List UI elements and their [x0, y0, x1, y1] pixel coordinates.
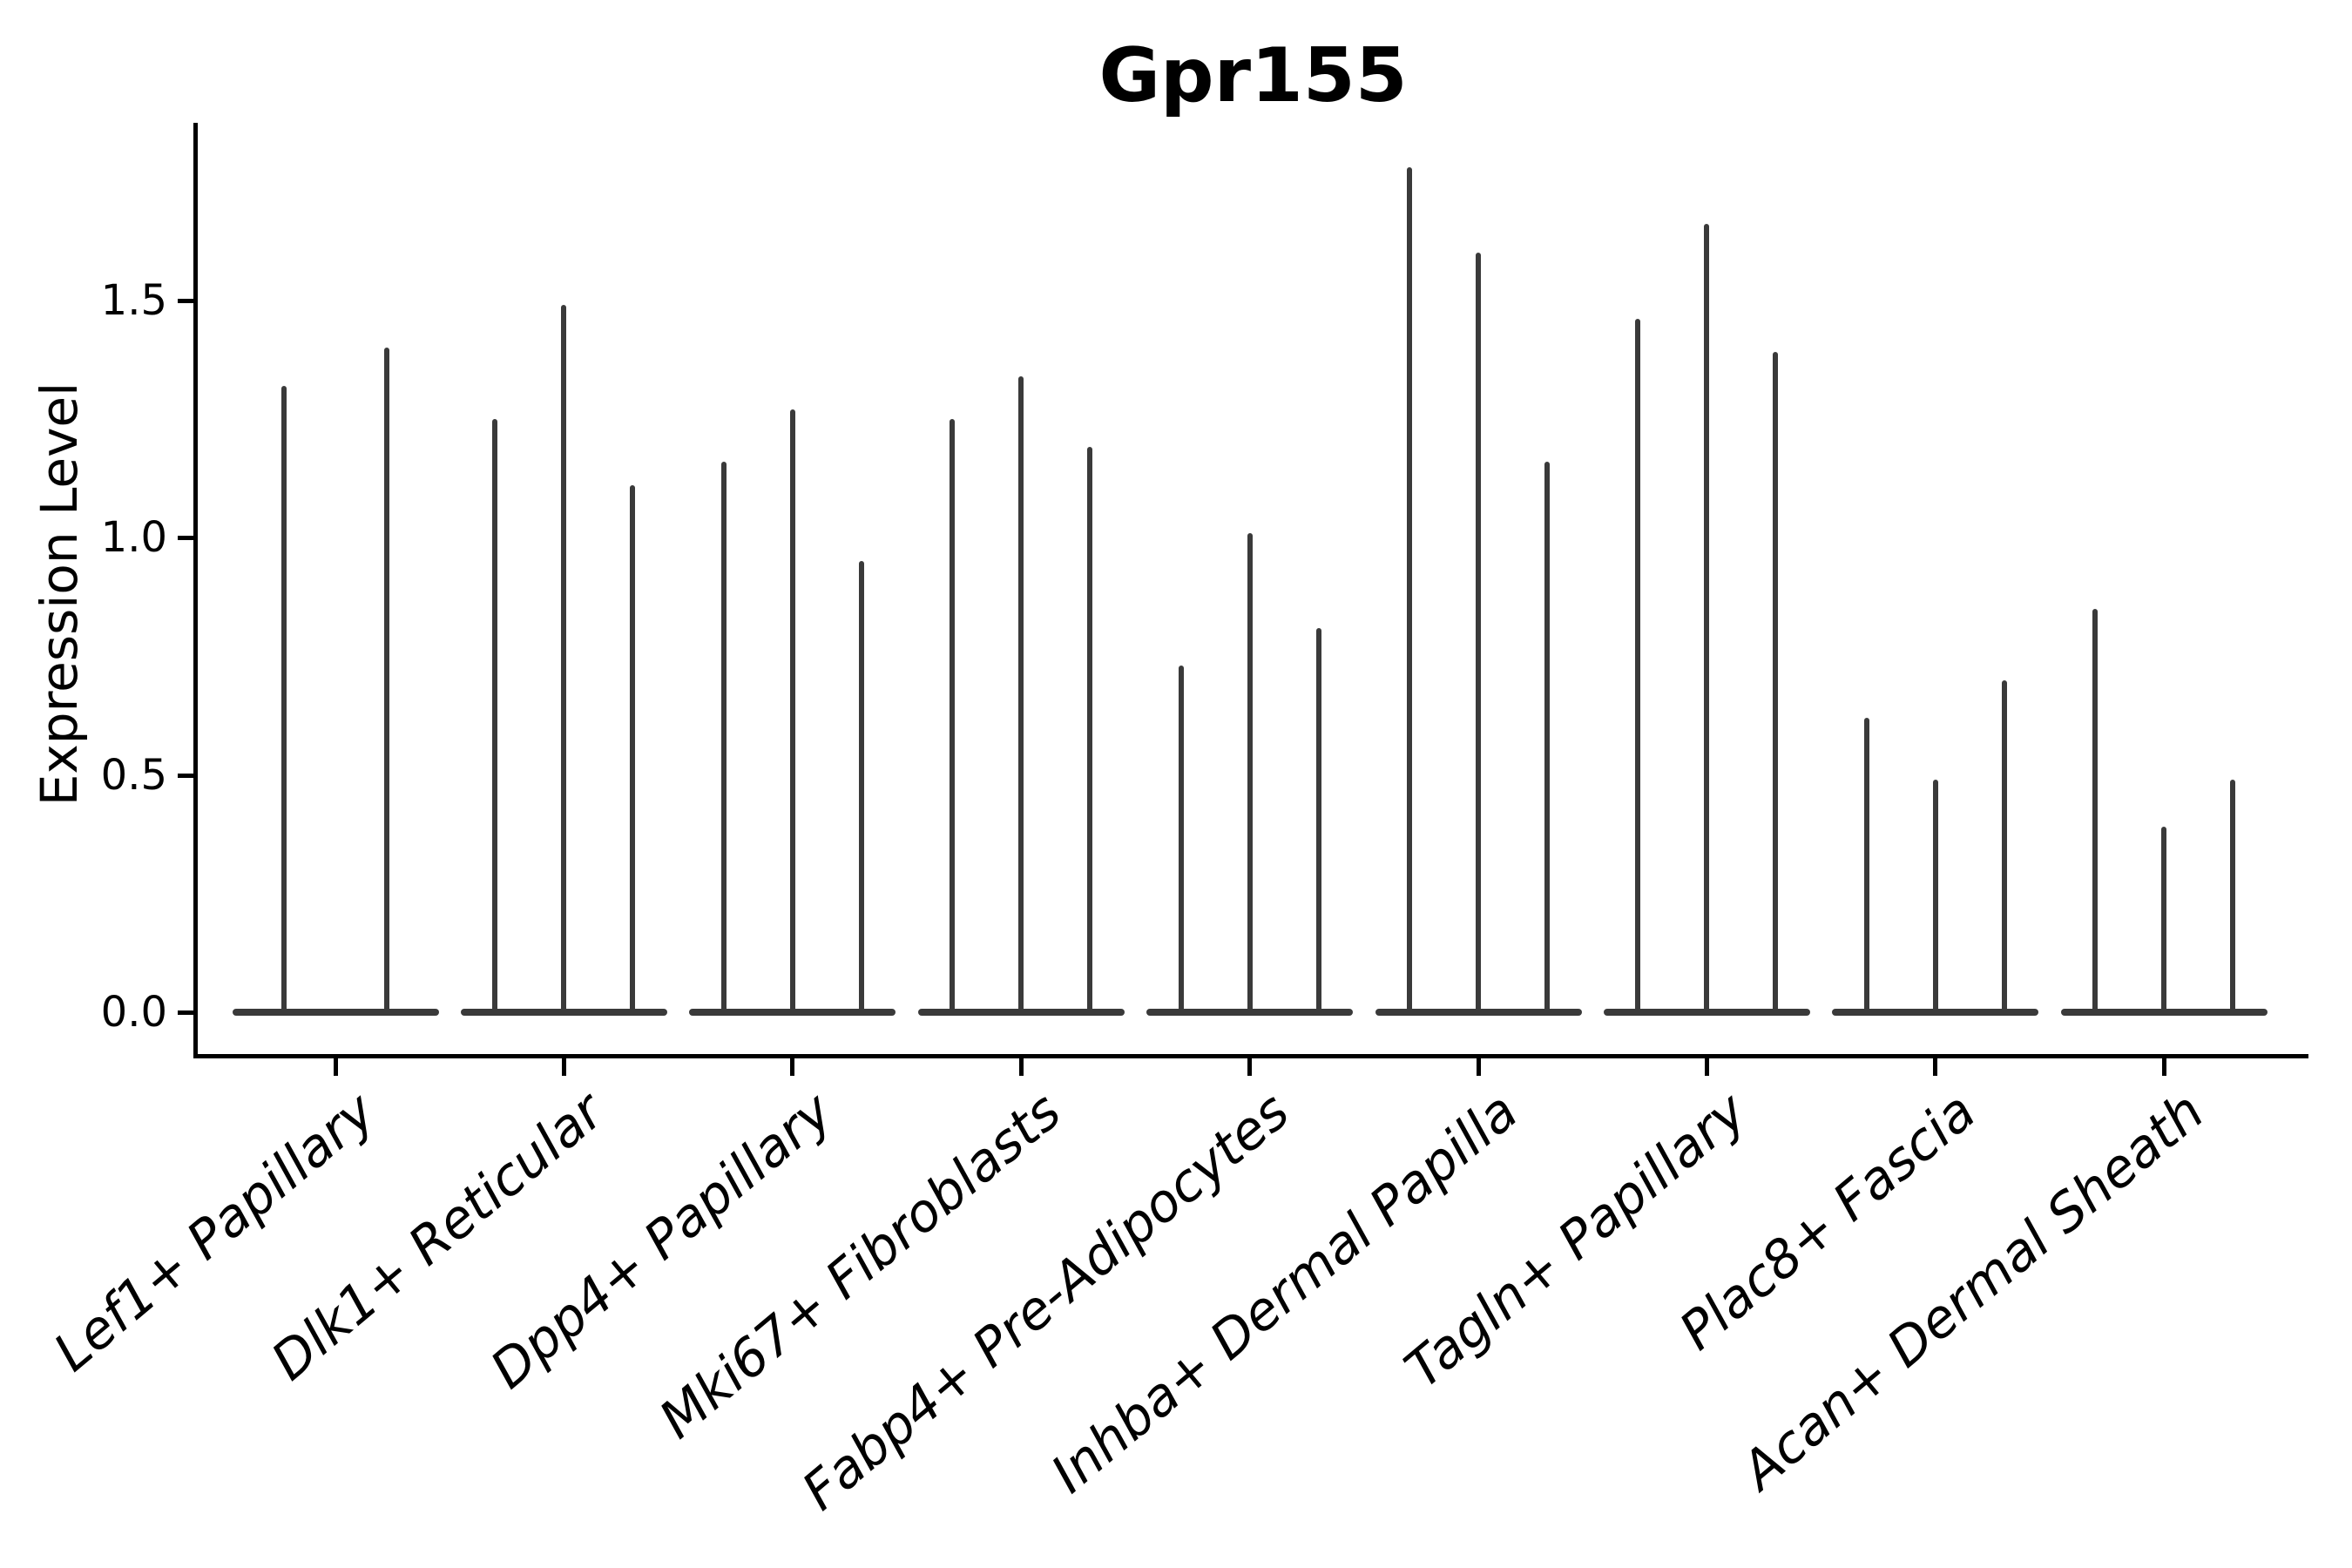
x-tick-label: Acan+ Dermal Sheath — [1730, 1080, 2216, 1502]
violin-base — [1832, 1009, 2039, 1016]
violin-spike — [1773, 352, 1779, 1012]
violin-spike — [1704, 224, 1710, 1012]
y-tick-label: 0.5 — [100, 750, 167, 800]
violin-spike — [1087, 447, 1093, 1012]
violin-spike — [950, 418, 956, 1012]
y-tick-mark — [178, 298, 193, 303]
violin-spike — [630, 485, 636, 1012]
violin-spike — [1247, 532, 1253, 1012]
violin-spike — [1315, 627, 1321, 1012]
violin-base — [232, 1009, 439, 1016]
x-tick-mark — [2161, 1058, 2166, 1076]
x-axis-spine — [193, 1054, 2308, 1058]
violin-base — [2060, 1009, 2268, 1016]
x-tick-mark — [1018, 1058, 1024, 1076]
violin-spike — [858, 561, 864, 1012]
violin-spike — [1932, 779, 1938, 1012]
x-tick-mark — [1476, 1058, 1481, 1076]
violin-spike — [1018, 375, 1024, 1012]
violin-base — [460, 1009, 667, 1016]
violin-base — [1375, 1009, 1582, 1016]
violin-spike — [720, 461, 727, 1012]
y-tick-label: 1.5 — [100, 275, 167, 325]
violin-spike — [280, 385, 287, 1012]
violin-spike — [1407, 166, 1412, 1012]
plot-title: Gpr155 — [1098, 32, 1408, 119]
y-tick-label: 0.0 — [100, 988, 167, 1037]
x-tick-mark — [333, 1058, 338, 1076]
x-tick-label: Inhba+ Dermal Papilla — [1040, 1080, 1531, 1505]
violin-spike — [789, 409, 795, 1012]
violin-base — [1146, 1009, 1354, 1016]
x-tick-mark — [1704, 1058, 1709, 1076]
x-tick-mark — [561, 1058, 566, 1076]
violin-spike — [2092, 608, 2099, 1012]
violin-spike — [1178, 666, 1184, 1012]
x-tick-mark — [1933, 1058, 1938, 1076]
violin-spike — [492, 418, 498, 1012]
violin-spike — [1544, 461, 1550, 1012]
violin-spike — [384, 348, 390, 1012]
violin-spike — [561, 304, 567, 1012]
violin-spike — [1476, 253, 1481, 1012]
y-axis-spine — [193, 123, 198, 1058]
violin-spike — [1635, 319, 1641, 1012]
x-tick-mark — [1247, 1058, 1253, 1076]
violin-base — [1603, 1009, 1810, 1016]
violin-spike — [2001, 679, 2007, 1012]
y-tick-mark — [178, 773, 193, 778]
violin-spike — [2230, 779, 2236, 1012]
violin-spike — [1863, 718, 1869, 1012]
y-tick-mark — [178, 1010, 193, 1015]
x-tick-mark — [790, 1058, 795, 1076]
violin-spike — [2161, 827, 2167, 1012]
violin-base — [917, 1009, 1125, 1016]
violin-base — [689, 1009, 896, 1016]
y-tick-label: 1.0 — [100, 513, 167, 562]
x-tick-label: Mki67+ Fibroblasts — [648, 1080, 1073, 1451]
y-tick-mark — [178, 536, 193, 540]
